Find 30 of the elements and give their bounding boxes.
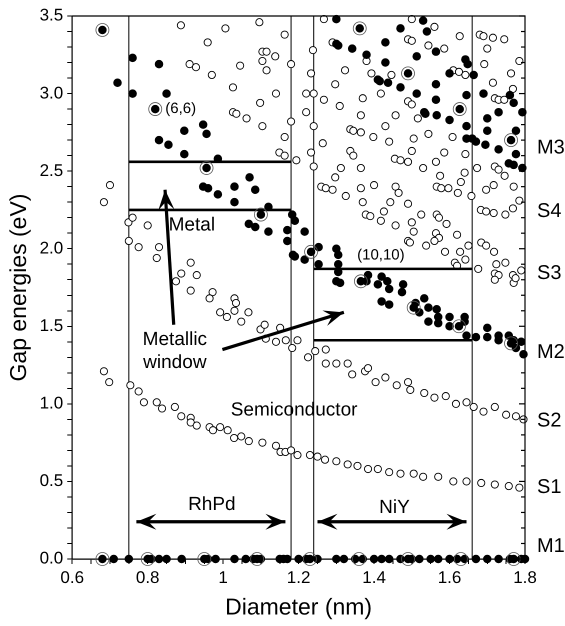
y-tick-label: 3.0 — [40, 83, 64, 102]
x-tick-label: 1.2 — [286, 568, 310, 587]
annotation: RhPd — [188, 494, 236, 515]
annotation: NiY — [379, 497, 410, 518]
y-tick-label: 1.5 — [40, 316, 64, 335]
annotation: Metal — [168, 214, 216, 236]
text: S1 — [537, 476, 562, 498]
x-tick-label: 1.6 — [438, 568, 462, 587]
x-tick-label: 1.8 — [513, 568, 537, 587]
x-tick-label: 0.8 — [136, 568, 160, 587]
x-axis-title: Diameter (nm) — [225, 594, 372, 620]
text: S2 — [537, 409, 562, 432]
text: M2 — [537, 341, 565, 364]
x-tick-label: 1 — [218, 568, 228, 587]
y-tick-label: 2.5 — [40, 160, 64, 180]
y-tick-label: 0.5 — [40, 471, 64, 490]
text: S4 — [537, 200, 562, 222]
annotation: (10,10) — [357, 246, 405, 264]
y-tick-label: 0.0 — [40, 548, 64, 568]
y-axis-title: Gap energies (eV) — [5, 194, 32, 382]
y-tick-label: 2.0 — [40, 238, 64, 258]
text: M3 — [537, 136, 565, 158]
x-tick-label: 1.4 — [362, 568, 386, 587]
text: M1 — [537, 535, 565, 558]
annotation: Metallic window — [142, 328, 208, 373]
y-tick-label: 1.0 — [40, 394, 64, 413]
text: S3 — [537, 262, 562, 284]
y-tick-label: 3.5 — [40, 6, 64, 25]
annotation: (6,6) — [165, 100, 196, 118]
x-tick-label: 0.6 — [60, 568, 84, 587]
